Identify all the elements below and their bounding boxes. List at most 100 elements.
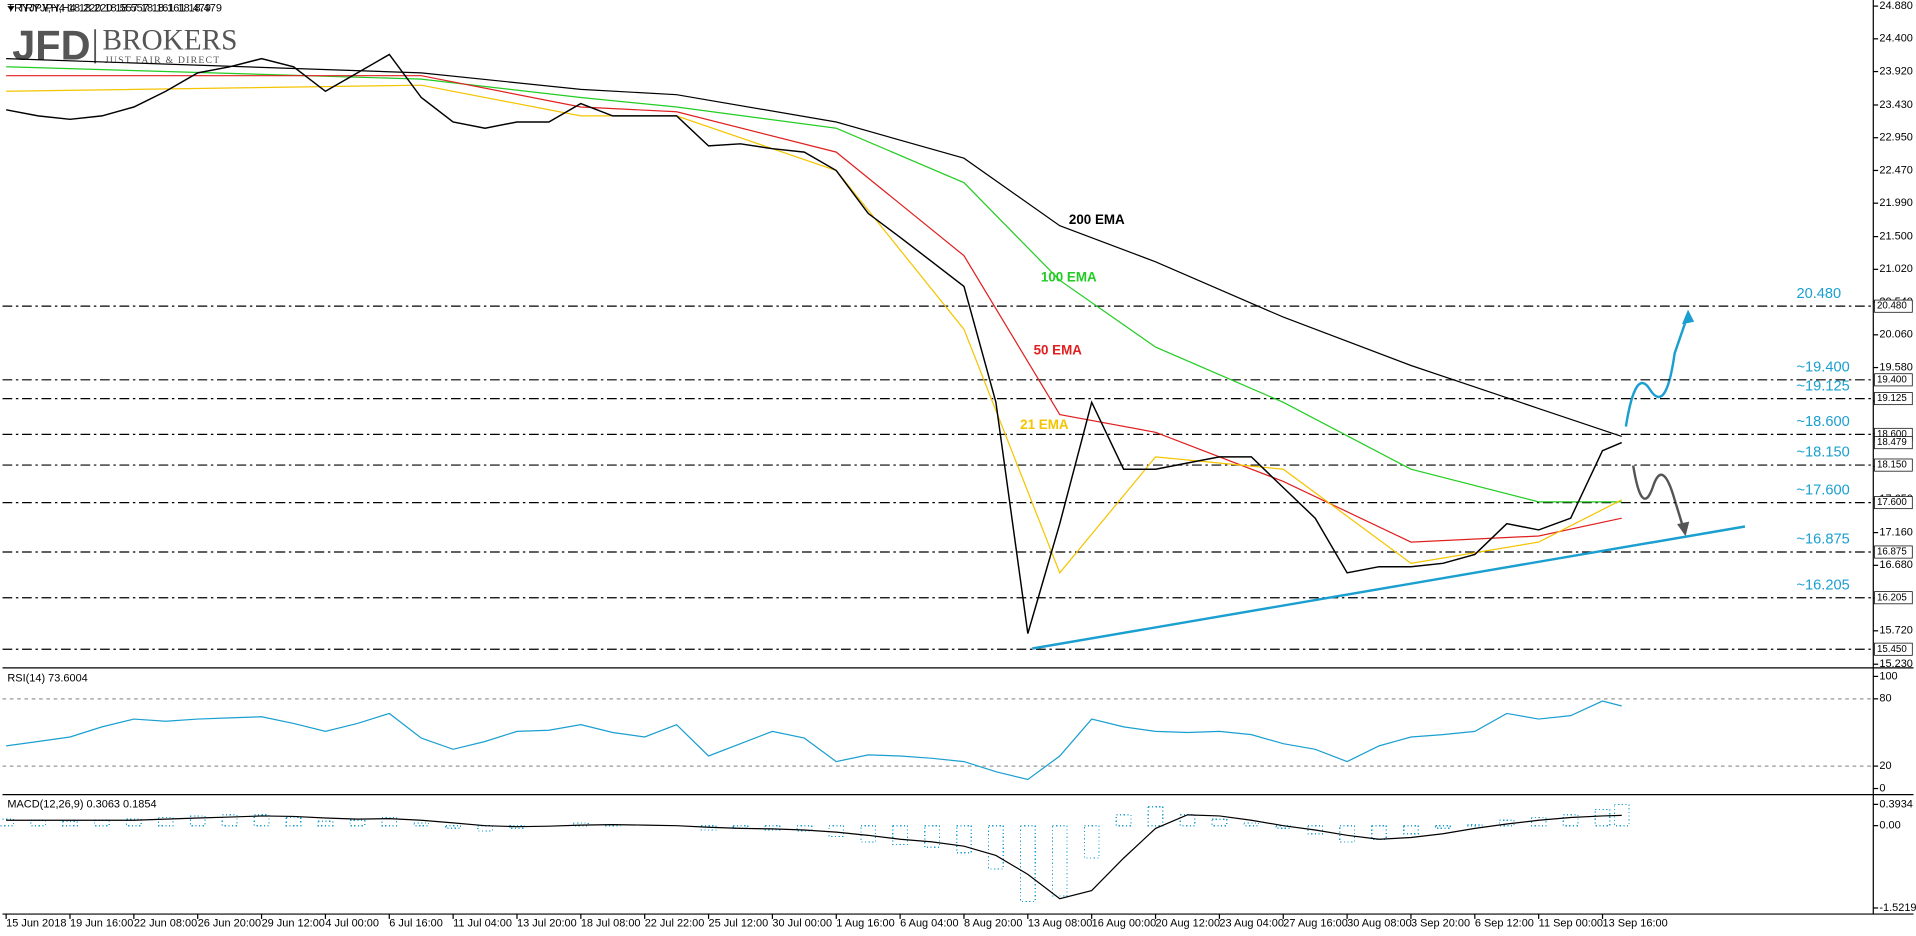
- price-tag-label: 15.450: [1877, 644, 1907, 655]
- logo-name: BROKERS: [102, 24, 237, 56]
- level-label: ~18.150: [1797, 445, 1850, 461]
- y-tick-label: 15.230: [1879, 658, 1913, 670]
- x-tick-label: 6 Jul 16:00: [389, 918, 443, 930]
- y-tick-label: 80: [1879, 693, 1891, 705]
- macd-bar: [349, 819, 366, 827]
- level-label: 20.480: [1797, 286, 1842, 302]
- ema-label: 200 EMA: [1069, 212, 1125, 227]
- price-tag-label: 19.125: [1877, 393, 1907, 404]
- macd-bar: [1498, 819, 1515, 827]
- macd-bar: [0, 818, 15, 827]
- x-tick-label: 3 Sep 20:00: [1411, 918, 1470, 930]
- price-tag-label: 17.600: [1877, 497, 1907, 508]
- macd-signal: [6, 814, 1622, 900]
- price-tag-label: 18.150: [1877, 460, 1907, 471]
- price-line: [6, 53, 1623, 634]
- x-tick-label: 22 Jul 22:00: [645, 918, 705, 930]
- panel-title: MACD(12,26,9) 0.3063 0.1854: [7, 798, 156, 810]
- price-tag: [1874, 496, 1913, 510]
- x-tick-label: 1 Aug 16:00: [836, 918, 894, 930]
- macd-bar: [1307, 825, 1324, 835]
- macd-bar: [924, 825, 940, 848]
- x-tick-label: 6 Aug 04:00: [900, 918, 958, 930]
- x-tick-label: 26 Jun 20:00: [198, 918, 261, 930]
- y-tick-label: 17.160: [1879, 526, 1913, 538]
- x-tick-label: 30 Aug 08:00: [1347, 918, 1412, 930]
- macd-bar: [1243, 822, 1260, 827]
- price-tag-label: 20.480: [1877, 301, 1907, 312]
- panel-title: TRYJPY,H4 18.220 18.557 18.161 18.479: [7, 2, 211, 14]
- x-tick-label: 13 Sep 16:00: [1603, 918, 1668, 930]
- macd-bar: [381, 816, 398, 827]
- macd-bar: [828, 825, 845, 838]
- level-label: ~17.600: [1797, 482, 1850, 498]
- macd-bar: [317, 820, 334, 827]
- y-tick-label: 23.920: [1879, 65, 1913, 77]
- macd-bar: [1371, 825, 1387, 840]
- level-label: ~16.875: [1797, 532, 1850, 548]
- macd-bar: [1562, 814, 1579, 827]
- trend-line: [1032, 525, 1746, 650]
- collapse-icon: [7, 6, 15, 11]
- macd-bar: [1051, 825, 1068, 897]
- x-tick-label: 8 Aug 20:00: [964, 918, 1022, 930]
- price-tag-label: 16.875: [1877, 547, 1907, 558]
- x-tick-label: 11 Jul 04:00: [453, 918, 512, 930]
- macd-bar: [253, 814, 270, 827]
- scenario-arrow-up: [1624, 314, 1690, 427]
- price-tag: [1874, 392, 1913, 406]
- macd-bar: [1613, 803, 1630, 827]
- y-tick-label: 19.580: [1879, 361, 1913, 373]
- price-tag: [1874, 299, 1913, 313]
- x-tick-label: 20 Aug 12:00: [1156, 918, 1221, 930]
- scenario-arrow-down: [1631, 465, 1686, 532]
- macd-bar: [413, 822, 430, 827]
- ema-line: [6, 58, 1622, 438]
- arrow-head: [1681, 309, 1695, 325]
- macd-bar: [1434, 825, 1451, 829]
- price-tag-label: 18.600: [1877, 429, 1907, 440]
- macd-bar: [445, 825, 462, 829]
- y-tick-label: -1.5219: [1879, 902, 1916, 914]
- y-tick-label: 15.720: [1879, 625, 1913, 637]
- y-tick-label: 16.680: [1879, 559, 1913, 571]
- y-tick-label: 0: [1879, 782, 1885, 794]
- level-label: ~18.600: [1797, 414, 1850, 430]
- logo-tagline: JUST FAIR & DIRECT: [105, 55, 221, 66]
- y-tick-label: 24.880: [1879, 0, 1913, 12]
- y-tick-label: 0.3934: [1879, 798, 1913, 810]
- x-tick-label: 25 Jul 12:00: [709, 918, 769, 930]
- rsi-line: [6, 700, 1622, 781]
- macd-bar: [987, 825, 1004, 870]
- macd-bar: [62, 820, 78, 827]
- ema-label: 100 EMA: [1041, 269, 1097, 284]
- macd-bar: [1594, 808, 1611, 827]
- price-tag: [1874, 591, 1913, 605]
- macd-bar: [572, 822, 589, 827]
- macd-bar: [700, 825, 717, 831]
- macd-bar: [285, 816, 302, 827]
- macd-bar: [796, 825, 813, 832]
- price-tag: [1874, 642, 1913, 656]
- price-tag: [1874, 458, 1913, 472]
- y-tick-label: 100: [1879, 670, 1897, 682]
- y-tick-label: 21.020: [1879, 263, 1913, 275]
- macd-bar: [1403, 825, 1419, 835]
- macd-bar: [892, 825, 909, 846]
- x-tick-label: 16 Aug 00:00: [1092, 918, 1157, 930]
- y-tick-label: 23.430: [1879, 99, 1913, 111]
- price-tag-label: 18.479: [1877, 437, 1907, 448]
- level-label: ~19.125: [1797, 378, 1850, 394]
- price-tag-label: 16.205: [1877, 592, 1907, 603]
- macd-bar: [956, 825, 972, 854]
- y-tick-label: 21.990: [1879, 197, 1913, 209]
- y-tick-label: 21.500: [1879, 230, 1913, 242]
- price-tag: [1874, 373, 1913, 387]
- chart-title: TRYJPY,H4 18.220 18.557 18.161 18.479: [18, 2, 222, 14]
- x-tick-label: 4 Jul 00:00: [325, 918, 379, 930]
- ema-line: [6, 66, 1622, 503]
- ema-label: 50 EMA: [1034, 343, 1083, 358]
- y-tick-label: 20.060: [1879, 329, 1913, 341]
- x-tick-label: 11 Sep 00:00: [1539, 918, 1603, 930]
- x-tick-label: 23 Aug 04:00: [1219, 918, 1284, 930]
